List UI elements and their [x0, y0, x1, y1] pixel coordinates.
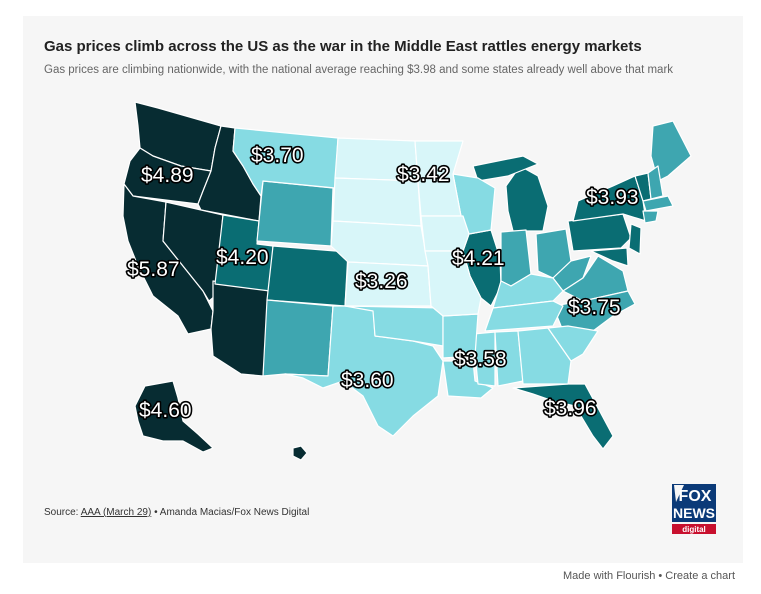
chart-title: Gas prices climb across the US as the wa…	[44, 38, 642, 55]
logo-text-digital: digital	[682, 525, 706, 534]
price-label-kansas: $3.26	[355, 270, 408, 293]
state-nebraska	[330, 220, 429, 267]
state-new-hampshire	[647, 165, 664, 200]
logo-text-news: NEWS	[673, 505, 715, 521]
price-label-california: $5.87	[127, 258, 180, 281]
price-label-alaska: $4.60	[139, 399, 192, 422]
fox-news-logo: FOX NEWS digital	[666, 482, 722, 536]
state-south-carolina	[547, 325, 599, 362]
made-with-flourish-link[interactable]: Made with Flourish	[563, 570, 656, 582]
logo-text-fox: FOX	[679, 488, 712, 505]
source-link[interactable]: AAA (March 29)	[80, 507, 152, 518]
state-missouri	[424, 250, 482, 317]
state-mississippi	[472, 331, 496, 387]
state-arizona	[210, 280, 271, 377]
us-map: $4.89 $3.70 $3.42 $3.93 $5.87 $4.20 $3.2…	[122, 101, 692, 461]
price-label-utah: $4.20	[216, 246, 269, 269]
chart-card: Gas prices climb across the US as the wa…	[23, 16, 743, 563]
state-michigan	[505, 165, 549, 232]
price-label-texas: $3.60	[341, 369, 394, 392]
state-louisiana	[442, 360, 494, 399]
state-new-mexico	[262, 299, 334, 377]
chart-subtitle: Gas prices are climbing nationwide, with…	[44, 64, 674, 76]
footer-separator: •	[655, 570, 666, 582]
state-iowa	[420, 215, 470, 252]
price-label-illinois: $4.21	[452, 247, 505, 270]
state-hawaii	[292, 445, 308, 461]
price-label-north-carolina: $3.75	[568, 296, 621, 319]
price-label-new-york: $3.93	[586, 186, 639, 209]
state-colorado	[266, 245, 349, 307]
state-maryland	[590, 247, 629, 267]
source-line: Source: AAA (March 29) • Amanda Macias/F…	[44, 507, 309, 518]
create-chart-link[interactable]: Create a chart	[665, 570, 735, 582]
price-label-oregon: $4.89	[141, 164, 194, 187]
price-label-montana: $3.70	[251, 144, 304, 167]
price-label-florida: $3.96	[544, 397, 597, 420]
state-new-jersey	[628, 223, 642, 255]
state-wyoming	[256, 180, 334, 247]
price-label-minnesota: $3.42	[397, 163, 450, 186]
state-massachusetts	[642, 195, 674, 212]
price-label-mississippi: $3.58	[454, 348, 507, 371]
state-florida	[512, 383, 614, 450]
source-prefix: Source:	[44, 507, 81, 518]
source-suffix: • Amanda Macias/Fox News Digital	[151, 507, 310, 518]
state-tennessee	[484, 300, 564, 332]
flourish-footer: Made with Flourish • Create a chart	[563, 570, 735, 582]
state-maine	[650, 120, 692, 182]
state-connecticut	[642, 210, 659, 224]
state-alaska	[134, 380, 214, 453]
